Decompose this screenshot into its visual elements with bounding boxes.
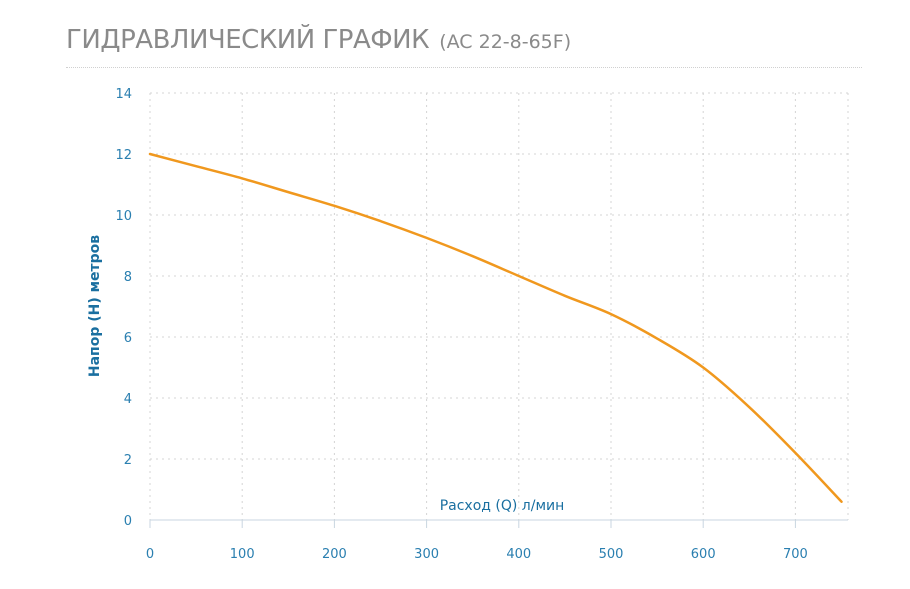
grid [149, 92, 849, 520]
x-axis-title: Расход (Q) л/мин [440, 498, 565, 514]
chart-title: ГИДРАВЛИЧЕСКИЙ ГРАФИК (AC 22-8-65F) [66, 18, 571, 56]
y-axis-title: Напор (H) метров [87, 235, 103, 377]
y-tick-label: 2 [124, 453, 132, 468]
x-tick-label: 0 [146, 547, 154, 562]
y-tick-label: 14 [115, 87, 132, 102]
title-main: ГИДРАВЛИЧЕСКИЙ ГРАФИК [66, 25, 430, 55]
y-tick-label: 4 [124, 392, 132, 407]
x-tick-labels: 0 100 200 300 400 500 600 700 [146, 547, 808, 562]
x-tick-label: 600 [691, 547, 716, 562]
x-tick-marks [149, 520, 796, 528]
y-tick-label: 8 [124, 270, 132, 285]
y-tick-label: 12 [115, 148, 132, 163]
x-tick-label: 300 [414, 547, 439, 562]
x-tick-label: 200 [322, 547, 347, 562]
x-tick-label: 700 [783, 547, 808, 562]
title-divider [66, 67, 862, 68]
y-tick-label: 10 [115, 209, 132, 224]
x-tick-label: 400 [506, 547, 531, 562]
y-tick-label: 6 [124, 331, 132, 346]
y-tick-labels: 0 2 4 6 8 10 12 14 [115, 87, 132, 529]
x-tick-label: 100 [230, 547, 255, 562]
title-model: (AC 22-8-65F) [439, 31, 572, 53]
x-tick-label: 500 [599, 547, 624, 562]
head-flow-curve [148, 152, 843, 503]
y-tick-label: 0 [124, 514, 132, 529]
